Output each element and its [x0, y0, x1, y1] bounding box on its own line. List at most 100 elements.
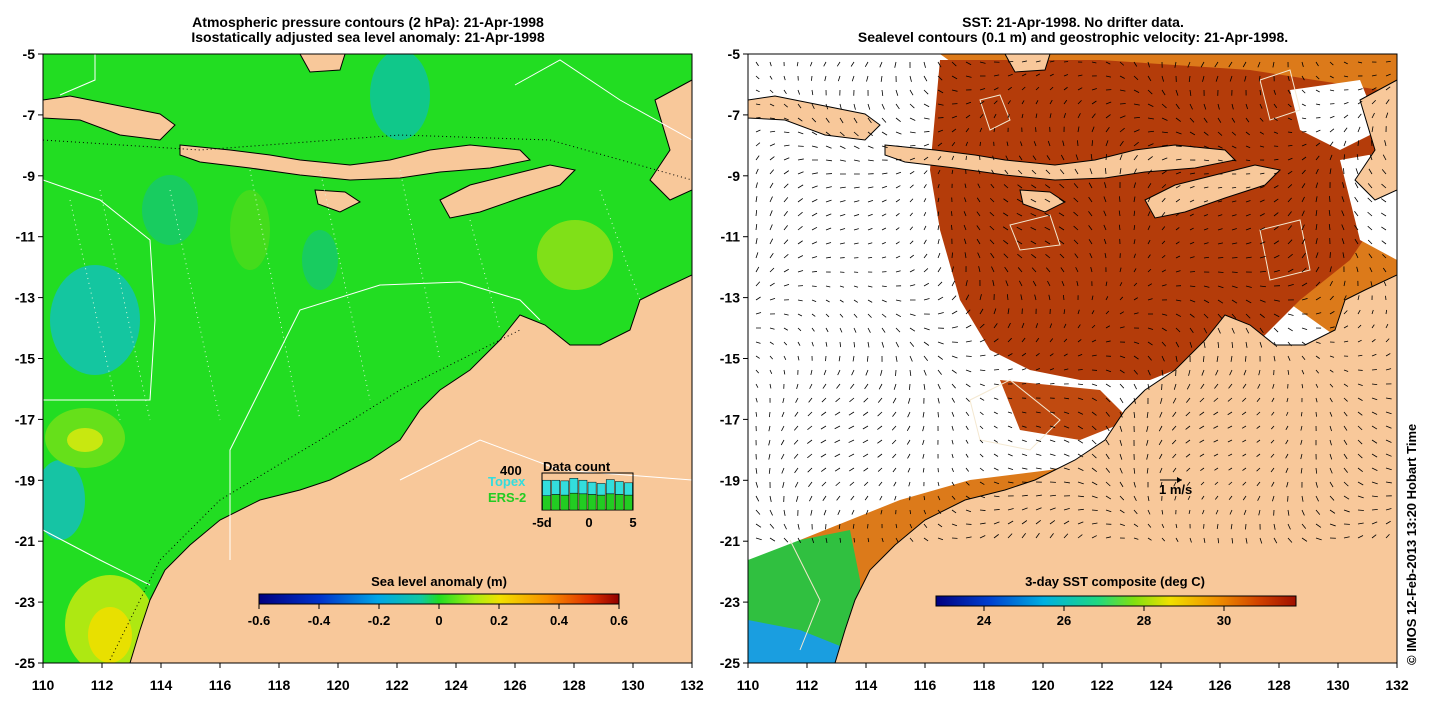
- sea-level-colorbar-tick-label: 0.2: [490, 613, 508, 628]
- velocity-vector: [923, 268, 929, 273]
- topex-label: Topex: [488, 474, 526, 489]
- sst-cool-region: [748, 620, 860, 663]
- velocity-vector: [979, 100, 985, 105]
- velocity-vector: [1329, 75, 1334, 79]
- velocity-vector: [1063, 353, 1068, 357]
- velocity-vector: [1188, 75, 1191, 82]
- velocity-vector: [768, 467, 771, 474]
- velocity-vector: [1259, 341, 1263, 348]
- velocity-vector: [1301, 238, 1306, 245]
- velocity-vector: [1357, 481, 1364, 486]
- velocity-vector: [1031, 254, 1037, 259]
- anomaly-patch: [67, 428, 103, 452]
- velocity-vector: [1329, 425, 1332, 432]
- velocity-vector: [862, 411, 869, 416]
- velocity-vector: [1243, 509, 1247, 516]
- velocity-vector: [835, 397, 841, 403]
- velocity-vector: [1049, 453, 1056, 457]
- velocity-vector: [1063, 467, 1070, 471]
- velocity-vector: [783, 210, 788, 217]
- velocity-vector: [867, 131, 873, 137]
- velocity-vector: [1287, 170, 1293, 175]
- velocity-vector: [923, 184, 927, 189]
- velocity-vector: [1203, 186, 1209, 189]
- velocity-vector: [1189, 227, 1194, 231]
- sea-level-colorbar-tick-label: 0.4: [550, 613, 569, 628]
- velocity-vector: [1021, 439, 1027, 443]
- left-lat-axis: -5-7-9-11-13-15-17-19-21-23-25: [15, 46, 43, 671]
- velocity-vector: [1287, 239, 1293, 245]
- velocity-vector: [1329, 154, 1333, 161]
- velocity-vector: [1031, 184, 1037, 189]
- velocity-vector: [1077, 126, 1080, 133]
- velocity-vector: [1007, 453, 1013, 457]
- velocity-vector: [1369, 267, 1373, 273]
- velocity-vector: [811, 198, 818, 203]
- velocity-vector: [1049, 494, 1056, 497]
- velocity-vector: [976, 238, 981, 245]
- velocity-vector: [839, 131, 845, 137]
- velocity-vector: [852, 523, 855, 529]
- velocity-vector: [1063, 453, 1070, 457]
- velocity-vector: [979, 411, 984, 416]
- velocity-vector: [1315, 252, 1319, 259]
- velocity-vector: [1002, 212, 1009, 217]
- right-lon-tick-label: 124: [1149, 677, 1173, 693]
- velocity-vector: [1077, 467, 1084, 471]
- velocity-vector: [993, 467, 999, 471]
- velocity-vector: [834, 453, 841, 458]
- velocity-vector: [1315, 383, 1319, 388]
- topex-count-bar: [624, 482, 633, 496]
- velocity-vector: [755, 117, 761, 119]
- velocity-vector: [1371, 521, 1378, 525]
- velocity-vector: [853, 341, 856, 348]
- velocity-vector: [895, 131, 902, 135]
- velocity-vector: [1357, 397, 1363, 401]
- velocity-vector: [1147, 495, 1150, 502]
- velocity-vector: [993, 323, 998, 329]
- velocity-vector: [951, 141, 956, 147]
- velocity-vector: [1343, 295, 1347, 301]
- velocity-vector: [1357, 425, 1363, 431]
- velocity-vector: [1063, 338, 1068, 343]
- velocity-vector: [1287, 197, 1292, 203]
- velocity-vector: [993, 453, 999, 457]
- velocity-vector: [1203, 145, 1210, 149]
- timor-island: [1144, 164, 1282, 219]
- velocity-vector: [937, 89, 944, 94]
- velocity-vector: [849, 481, 855, 486]
- velocity-vector: [781, 411, 785, 418]
- velocity-vector: [1343, 310, 1348, 315]
- velocity-vector: [769, 238, 774, 245]
- velocity-vector: [965, 141, 968, 147]
- australia-landmass: [129, 274, 692, 663]
- velocity-vector: [853, 117, 858, 124]
- velocity-vector: [850, 61, 855, 67]
- velocity-vector: [755, 509, 761, 515]
- velocity-vector: [1227, 397, 1233, 402]
- velocity-vector: [1329, 128, 1335, 133]
- velocity-vector: [1245, 285, 1252, 288]
- velocity-vector: [1133, 210, 1136, 217]
- velocity-vector: [1385, 112, 1389, 119]
- velocity-vector: [895, 327, 901, 333]
- velocity-vector: [755, 129, 761, 133]
- velocity-vector: [783, 117, 789, 121]
- velocity-vector: [1035, 323, 1039, 329]
- velocity-vector: [909, 269, 915, 273]
- velocity-vector: [1357, 354, 1363, 357]
- velocity-vector: [1077, 495, 1084, 498]
- velocity-vector: [1203, 256, 1210, 259]
- velocity-vector: [783, 144, 790, 147]
- velocity-vector: [1380, 212, 1387, 217]
- velocity-vector: [965, 127, 970, 133]
- velocity-vector: [1035, 382, 1041, 385]
- velocity-vector: [993, 397, 999, 400]
- ers-count-bar: [578, 493, 588, 511]
- velocity-vector: [1371, 369, 1377, 371]
- velocity-vector: [909, 355, 913, 362]
- velocity-vector: [1091, 339, 1097, 343]
- velocity-vector: [825, 242, 832, 245]
- velocity-vector: [979, 397, 985, 401]
- velocity-vector: [1315, 481, 1318, 488]
